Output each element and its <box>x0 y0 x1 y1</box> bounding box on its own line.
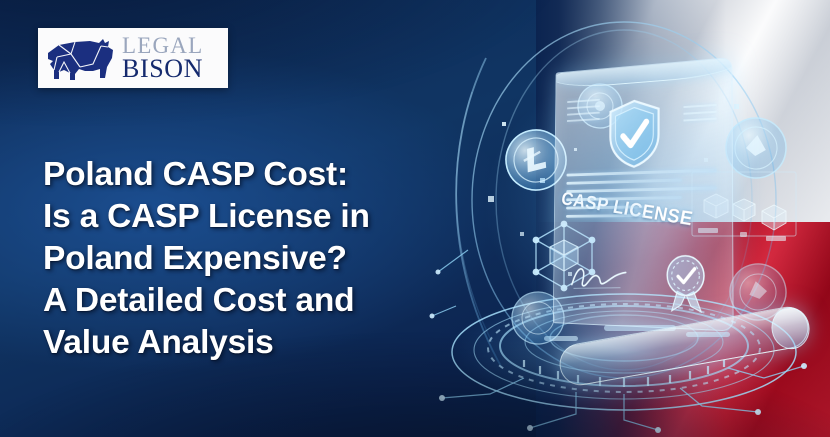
headline-line-5: Value Analysis <box>43 324 274 362</box>
logo-word-legal: LEGAL <box>122 33 204 59</box>
page-title: Poland CASP Cost: Is a CASP License in P… <box>43 154 463 364</box>
logo-word-bison: BISON <box>122 53 204 83</box>
logo-wordmark: LEGAL BISON <box>122 33 204 83</box>
bison-silhouette-icon <box>45 34 117 82</box>
headline-line-2: Is a CASP License in <box>43 198 370 236</box>
headline-line-4: A Detailed Cost and <box>43 282 355 320</box>
headline-line-1: Poland CASP Cost: <box>43 156 348 194</box>
headline-line-3: Poland Expensive? <box>43 240 347 278</box>
legal-bison-logo[interactable]: LEGAL BISON <box>38 28 228 88</box>
